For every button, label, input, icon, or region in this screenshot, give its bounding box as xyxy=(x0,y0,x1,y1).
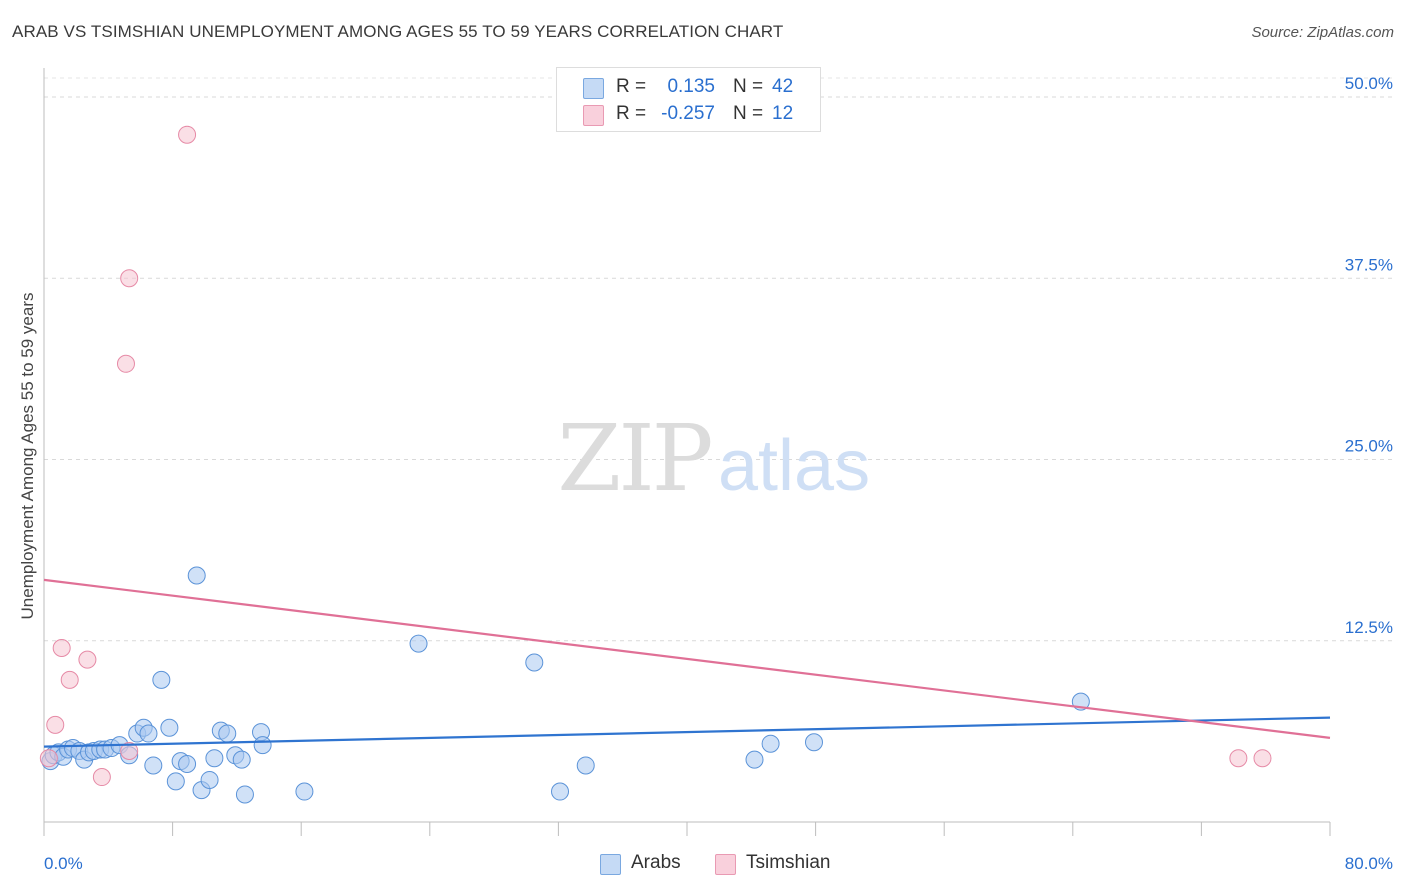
arabs-point xyxy=(253,736,272,755)
tsimshian-point xyxy=(39,749,58,768)
arabs-point xyxy=(761,734,780,753)
watermark: ZIP atlas xyxy=(557,405,870,512)
arabs-point xyxy=(144,756,163,775)
x-tick-label: 0.0% xyxy=(44,854,83,873)
chart-title: ARAB VS TSIMSHIAN UNEMPLOYMENT AMONG AGE… xyxy=(12,22,784,41)
tsimshian-point xyxy=(120,741,139,760)
arabs-point xyxy=(745,750,764,769)
series-legend: Arabs Tsimshian xyxy=(0,852,1406,878)
y-tick-label: 25.0% xyxy=(1345,437,1393,456)
legend-swatch-tsimshian xyxy=(583,105,604,126)
legend-n-label: N = xyxy=(733,76,764,97)
tsimshian-point xyxy=(60,670,79,689)
arabs-point xyxy=(551,782,570,801)
tsimshian-trend-line xyxy=(43,578,1331,739)
arabs-point xyxy=(139,724,158,743)
legend-swatch-arabs xyxy=(600,854,621,875)
watermark-atlas: atlas xyxy=(718,426,870,506)
tsimshian-point xyxy=(78,650,97,669)
legend-row-tsimshian: R = -0.257 N = 12 xyxy=(557,101,820,127)
arabs-point xyxy=(804,733,823,752)
tsimshian-point xyxy=(116,354,135,373)
legend-n-value: 42 xyxy=(772,76,794,97)
arabs-point xyxy=(525,653,544,672)
arabs-point xyxy=(160,718,179,737)
legend-n-label: N = xyxy=(733,103,764,124)
arabs-point xyxy=(200,770,219,789)
y-tick-label: 37.5% xyxy=(1345,255,1393,274)
arabs-point xyxy=(187,566,206,585)
legend-r-label: R = xyxy=(616,103,647,124)
legend-label-tsimshian: Tsimshian xyxy=(746,852,831,873)
tsimshian-point xyxy=(1229,749,1248,768)
series-arabs xyxy=(41,566,1090,804)
arabs-point xyxy=(235,785,254,804)
y-tick-label: 50.0% xyxy=(1345,74,1393,93)
tsimshian-point xyxy=(120,269,139,288)
legend-label-arabs: Arabs xyxy=(631,852,681,873)
tsimshian-point xyxy=(92,768,111,787)
source-credit: Source: ZipAtlas.com xyxy=(1251,24,1394,41)
grid-lines xyxy=(44,77,1392,642)
arabs-point xyxy=(152,670,171,689)
y-tick-label: 12.5% xyxy=(1345,618,1393,637)
arabs-trend-line xyxy=(43,716,1331,748)
arabs-point xyxy=(232,750,251,769)
legend-n-value: 12 xyxy=(772,103,794,124)
tsimshian-point xyxy=(46,715,65,734)
series-tsimshian xyxy=(39,125,1272,787)
arabs-point xyxy=(205,749,224,768)
legend-row-arabs: R = 0.135 N = 42 xyxy=(557,74,820,100)
legend-swatch-arabs xyxy=(583,78,604,99)
legend-r-value: 0.135 xyxy=(667,76,715,97)
watermark-zip: ZIP xyxy=(557,405,710,512)
legend-r-value: -0.257 xyxy=(661,103,715,124)
arabs-point xyxy=(295,782,314,801)
x-tick-label: 80.0% xyxy=(1345,854,1393,873)
tsimshian-point xyxy=(1253,749,1272,768)
axes xyxy=(43,68,1331,836)
arabs-point xyxy=(409,634,428,653)
arabs-point xyxy=(166,772,185,791)
tick-labels: 12.5% 25.0% 37.5% 50.0% 0.0% 80.0% xyxy=(44,74,1393,873)
trend-lines xyxy=(43,578,1331,748)
arabs-point xyxy=(178,755,197,773)
tsimshian-point xyxy=(178,125,197,144)
arabs-point xyxy=(218,724,237,743)
legend-r-label: R = xyxy=(616,76,647,97)
legend-swatch-tsimshian xyxy=(715,854,736,875)
correlation-legend: R = 0.135 N = 42 R = -0.257 N = 12 xyxy=(556,67,821,132)
arabs-point xyxy=(576,756,595,775)
tsimshian-point xyxy=(52,639,71,657)
